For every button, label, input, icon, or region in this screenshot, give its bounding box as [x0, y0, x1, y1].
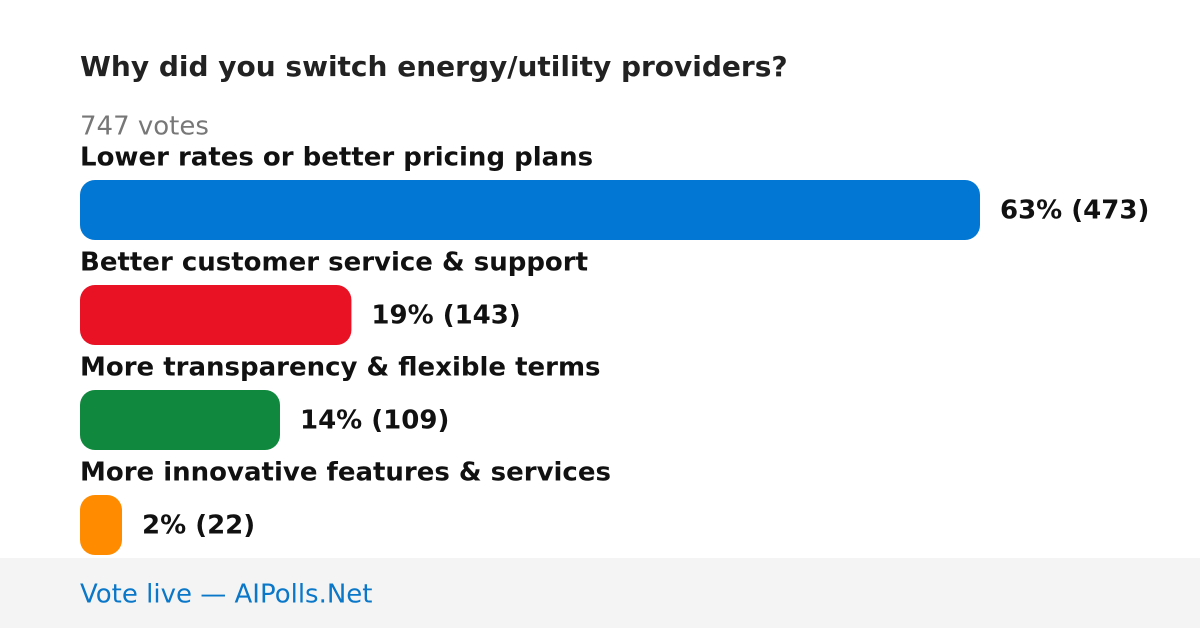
footer-link[interactable]: Vote live — AIPolls.Net	[80, 580, 373, 610]
bar	[80, 390, 280, 450]
option-label: More innovative features & services	[80, 458, 611, 488]
value-label: 2% (22)	[142, 511, 255, 541]
vote-count: 747 votes	[80, 112, 209, 142]
bar	[80, 285, 352, 345]
option-label: Better customer service & support	[80, 248, 588, 278]
value-label: 19% (143)	[371, 301, 520, 331]
bar	[80, 180, 980, 240]
value-label: 14% (109)	[300, 406, 449, 436]
footer-band	[0, 558, 1200, 628]
option-label: Lower rates or better pricing plans	[80, 143, 593, 173]
value-label: 63% (473)	[1000, 196, 1149, 226]
bar	[80, 495, 122, 555]
chart-title: Why did you switch energy/utility provid…	[80, 50, 788, 83]
option-label: More transparency & flexible terms	[80, 353, 601, 383]
